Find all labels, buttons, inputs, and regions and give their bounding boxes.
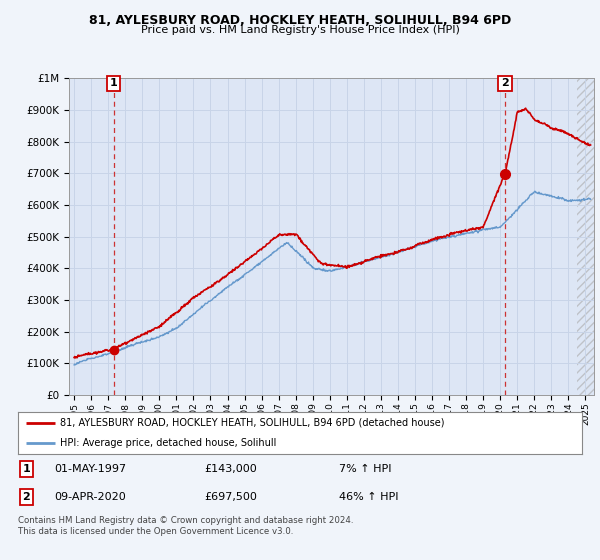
Text: 81, AYLESBURY ROAD, HOCKLEY HEATH, SOLIHULL, B94 6PD (detached house): 81, AYLESBURY ROAD, HOCKLEY HEATH, SOLIH… bbox=[60, 418, 445, 428]
Text: 1: 1 bbox=[110, 78, 118, 88]
Text: 09-APR-2020: 09-APR-2020 bbox=[55, 492, 127, 502]
Text: 81, AYLESBURY ROAD, HOCKLEY HEATH, SOLIHULL, B94 6PD: 81, AYLESBURY ROAD, HOCKLEY HEATH, SOLIH… bbox=[89, 14, 511, 27]
Text: 46% ↑ HPI: 46% ↑ HPI bbox=[340, 492, 399, 502]
Text: £143,000: £143,000 bbox=[204, 464, 257, 474]
Text: 1: 1 bbox=[23, 464, 31, 474]
Text: Price paid vs. HM Land Registry's House Price Index (HPI): Price paid vs. HM Land Registry's House … bbox=[140, 25, 460, 35]
Text: 7% ↑ HPI: 7% ↑ HPI bbox=[340, 464, 392, 474]
Text: HPI: Average price, detached house, Solihull: HPI: Average price, detached house, Soli… bbox=[60, 438, 277, 448]
Text: 2: 2 bbox=[501, 78, 509, 88]
Text: 01-MAY-1997: 01-MAY-1997 bbox=[55, 464, 127, 474]
Text: 2: 2 bbox=[23, 492, 31, 502]
Text: Contains HM Land Registry data © Crown copyright and database right 2024.
This d: Contains HM Land Registry data © Crown c… bbox=[18, 516, 353, 536]
Text: £697,500: £697,500 bbox=[204, 492, 257, 502]
